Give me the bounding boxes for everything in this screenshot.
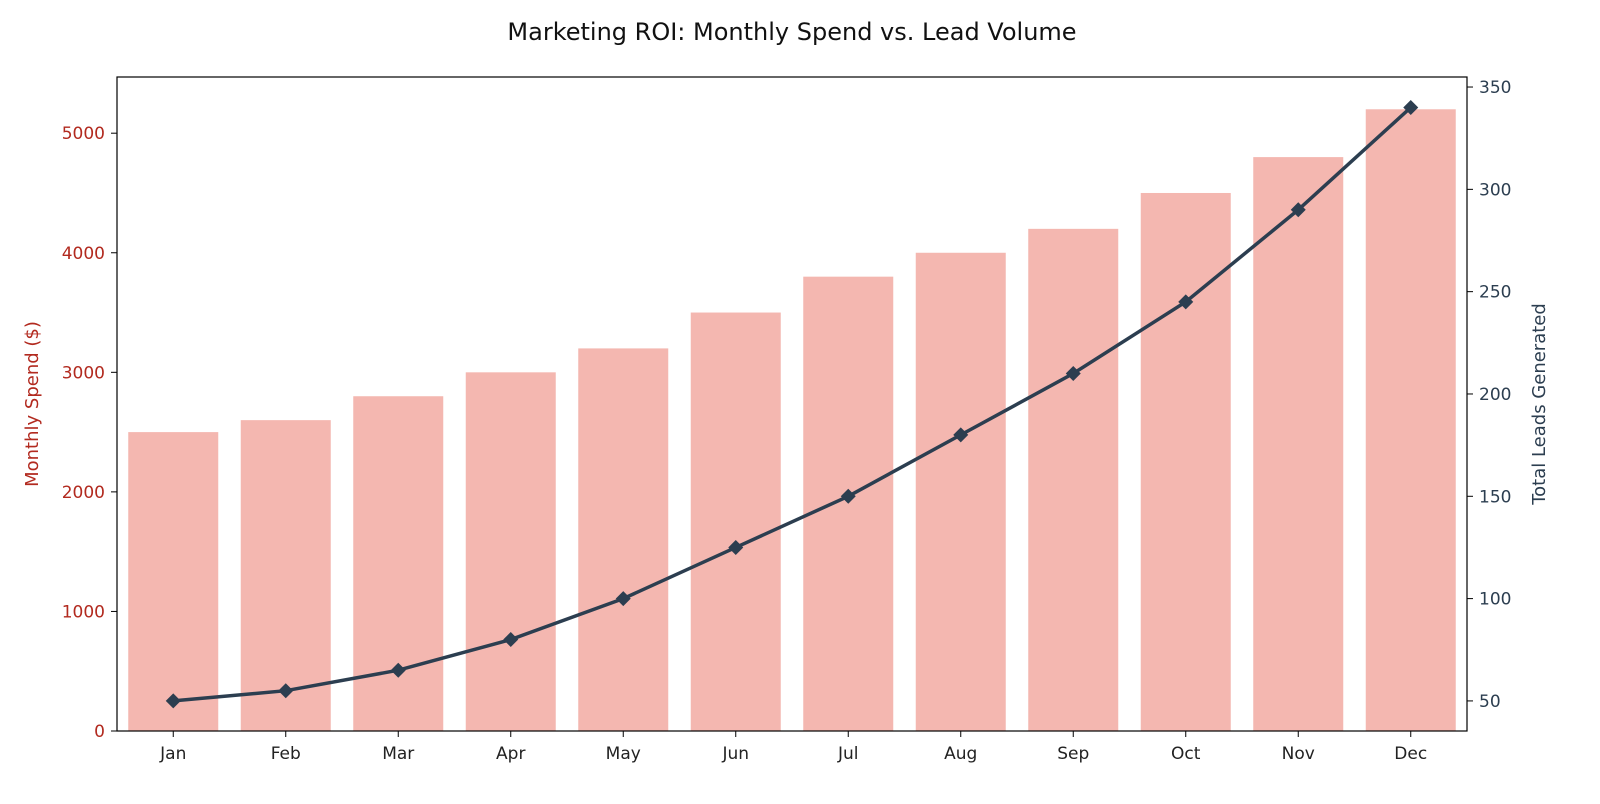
bar-jun — [690, 312, 781, 731]
bar-apr — [465, 372, 556, 731]
plot-frame — [116, 76, 1468, 732]
y-tick-label: 0 — [94, 722, 105, 742]
chart-title: Marketing ROI: Monthly Spend vs. Lead Vo… — [507, 18, 1076, 46]
bar-sep — [1028, 228, 1119, 731]
point-jun — [728, 539, 744, 555]
y-tick-label: 4000 — [62, 244, 105, 264]
x-tick-label: Jul — [837, 744, 859, 764]
bar-jul — [803, 276, 894, 731]
y2-tick-label: 250 — [1479, 283, 1511, 303]
x-tick-label: Jan — [159, 744, 186, 764]
y2-axis-label: Total Leads Generated — [1529, 303, 1550, 506]
x-tick-label: Mar — [382, 744, 414, 764]
x-tick-label: Feb — [271, 744, 301, 764]
y-axis-label: Monthly Spend ($) — [22, 321, 43, 487]
bar-oct — [1140, 192, 1231, 731]
y-tick-label: 1000 — [62, 602, 105, 622]
y2-tick-label: 200 — [1479, 385, 1511, 405]
point-sep — [1065, 366, 1081, 382]
point-feb — [278, 683, 294, 699]
bar-jan — [128, 432, 219, 731]
bar-may — [578, 348, 669, 731]
point-jul — [840, 488, 856, 504]
x-tick-label: Nov — [1282, 744, 1315, 764]
bar-mar — [353, 396, 444, 731]
point-apr — [503, 632, 519, 648]
y2-tick-label: 50 — [1479, 692, 1501, 712]
bar-feb — [240, 420, 331, 731]
point-nov — [1290, 202, 1306, 218]
y-tick-label: 5000 — [62, 124, 105, 144]
point-oct — [1178, 294, 1194, 310]
bar-dec — [1365, 109, 1456, 731]
leads-line — [173, 106, 1412, 703]
x-tick-label: Jun — [721, 744, 749, 764]
x-tick-label: Sep — [1057, 744, 1089, 764]
x-tick-label: May — [606, 744, 641, 764]
y2-tick-label: 300 — [1479, 180, 1511, 200]
bar-aug — [915, 252, 1006, 732]
y2-tick-label: 100 — [1479, 590, 1511, 610]
x-tick-label: Dec — [1394, 744, 1427, 764]
y-tick-label: 2000 — [62, 483, 105, 503]
point-dec — [1403, 99, 1419, 115]
bar-nov — [1253, 157, 1344, 732]
x-tick-label: Oct — [1171, 744, 1201, 764]
point-mar — [390, 662, 406, 678]
point-jan — [165, 693, 181, 709]
point-aug — [953, 427, 969, 443]
x-tick-label: Aug — [944, 744, 977, 764]
y2-tick-label: 150 — [1479, 487, 1511, 507]
y-tick-label: 3000 — [62, 363, 105, 383]
y2-tick-label: 350 — [1479, 78, 1511, 98]
x-tick-label: Apr — [496, 744, 525, 764]
point-may — [615, 591, 631, 607]
